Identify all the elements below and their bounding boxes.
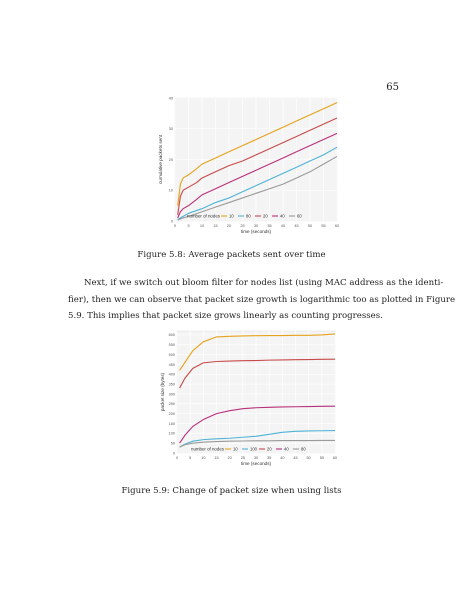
paragraph-line: fier), then we can observe that packet s… [68,294,456,305]
x-tick-label: 10 [201,456,205,460]
figure-packets-sent: 0 5 10 15 20 25 30 35 40 45 50 55 60 0 10 20 30 40 time (s… [155,90,345,245]
series-line-n40 [179,405,336,444]
legend-label: 80 [246,214,251,219]
x-tick-label: 50 [308,224,312,228]
y-tick-label: 50 [171,441,175,445]
series-line-n80 [179,439,335,448]
series-line-n20 [179,358,336,389]
x-tick-label: 25 [241,456,245,460]
series-line-n100 [177,146,338,220]
body-paragraph: Next, if we switch out bloom filter for … [68,275,456,325]
y-tick-label: 600 [169,333,175,337]
series-line-n100 [179,430,336,448]
x-tick-label: 50 [307,456,311,460]
x-tick-label: 25 [240,224,244,228]
legend-label: 60 [297,214,302,219]
series-line-n80 [177,155,338,221]
x-tick-label: 60 [335,224,339,228]
x-tick-label: 35 [267,224,271,228]
y-tick-label: 150 [169,422,175,426]
x-tick-label: 45 [294,224,298,228]
chart-packet-size: 0 5 10 15 20 25 30 35 40 45 50 55 600501001502002503… [160,330,337,466]
y-tick-label: 450 [169,363,175,367]
x-tick-label: 40 [280,456,284,460]
y-tick-label: 250 [169,402,175,406]
y-tick-label: 0 [173,451,175,455]
paragraph-line: Next, if we switch out bloom filter for … [84,278,444,288]
x-tick-label: 60 [333,456,337,460]
figure-caption-5-9: Figure 5.9: Change of packet size when u… [121,486,342,496]
x-tick-label: 10 [200,224,204,228]
series-line-n20 [177,117,338,215]
legend-label: 10 [233,447,238,452]
x-tick-label: 40 [281,224,285,228]
x-axis-label: time (seconds) [241,229,272,234]
paragraph-line: 5.9. This implies that packet size grows… [68,311,383,322]
legend-title: number of nodes [187,214,221,219]
x-tick-label: 55 [320,456,324,460]
x-tick-label: 55 [321,224,325,228]
series-line-n10 [177,102,338,206]
y-tick-label: 30 [169,127,173,131]
legend-label: 20 [267,447,272,452]
y-tick-label: 0 [171,219,173,223]
y-axis-label: packet size (bytes) [160,372,165,411]
figure-caption-5-8: Figure 5.8: Average packets sent over ti… [137,250,326,260]
y-tick-label: 200 [169,412,175,416]
y-tick-label: 10 [169,189,173,193]
x-tick-label: 30 [254,456,258,460]
x-tick-label: 35 [267,456,271,460]
x-tick-label: 0 [174,224,176,228]
x-tick-label: 5 [189,456,191,460]
chart-packets-sent: 0 5 10 15 20 25 30 35 40 45 50 55 60 0 10 20 30 40 time (s… [158,96,339,234]
legend-label: 40 [284,447,289,452]
y-tick-label: 550 [169,343,175,347]
legend-label: 80 [301,447,306,452]
y-tick-label: 20 [169,158,173,162]
x-tick-label: 45 [293,456,297,460]
y-tick-label: 40 [169,96,173,100]
y-tick-label: 400 [169,373,175,377]
legend-label: 40 [280,214,285,219]
legend-label: 20 [263,214,268,219]
x-tick-label: 5 [187,224,189,228]
y-axis-label: cumulative packets sent [158,134,163,184]
x-tick-label: 20 [227,224,231,228]
series-line-n10 [179,333,336,371]
y-tick-label: 100 [169,432,175,436]
y-tick-label: 350 [169,382,175,386]
figure-packet-size: 0 5 10 15 20 25 30 35 40 45 50 55 60 0 50 100 150 200 250 3… [155,325,345,475]
legend-label: 10 [229,214,234,219]
x-tick-label: 15 [213,224,217,228]
x-tick-label: 30 [254,224,258,228]
series-line-n40 [177,132,338,219]
y-tick-label: 300 [169,392,175,396]
page-number: 65 [386,82,399,93]
y-tick-label: 500 [169,353,175,357]
legend-title: number of nodes [191,447,225,452]
legend-label: 100 [250,447,258,452]
x-axis-label: time (seconds) [241,461,272,466]
x-tick-label: 15 [214,456,218,460]
x-tick-label: 20 [228,456,232,460]
x-tick-label: 0 [176,456,178,460]
